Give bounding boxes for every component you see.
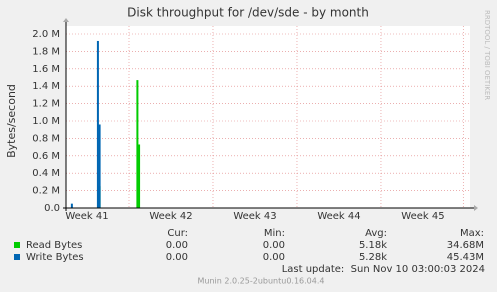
x-tick-label: Week 42: [149, 211, 192, 222]
chart-title: Disk throughput for /dev/sde - by month: [127, 6, 369, 20]
legend-value: 0.00: [166, 252, 188, 263]
y-axis-label: Bytes/second: [5, 84, 18, 158]
y-tick-label: 1.0 M: [32, 116, 60, 127]
spike: [70, 203, 73, 208]
legend-label: Read Bytes: [26, 240, 82, 251]
legend-swatch: [14, 254, 20, 260]
plot-area: [66, 26, 470, 208]
legend-value: 5.18k: [359, 240, 387, 251]
spike: [96, 40, 99, 209]
footer: Munin 2.0.25-2ubuntu0.16.04.4: [198, 277, 325, 286]
axis-arrow: [63, 18, 69, 22]
y-tick-label: 1.4 M: [32, 81, 60, 92]
y-tick-label: 0.0: [44, 203, 60, 214]
spike: [136, 80, 139, 208]
legend-value: 34.68M: [447, 240, 484, 251]
y-tick-label: 0.8 M: [32, 133, 60, 144]
last-update: Last update: Sun Nov 10 03:00:03 2024: [282, 264, 485, 275]
legend-value: 0.00: [263, 252, 285, 263]
y-tick-label: 0.2 M: [32, 186, 60, 197]
legend-header: Cur:: [167, 228, 188, 239]
legend-value: 0.00: [166, 240, 188, 251]
legend-swatch: [14, 242, 20, 248]
legend-header: Min:: [264, 228, 285, 239]
y-tick-label: 0.6 M: [32, 151, 60, 162]
spike: [138, 144, 141, 208]
legend-header: Avg:: [365, 228, 387, 239]
x-tick-label: Week 44: [317, 211, 360, 222]
legend-value: 5.28k: [359, 252, 387, 263]
x-tick-label: Week 45: [401, 211, 444, 222]
legend-value: 0.00: [263, 240, 285, 251]
y-tick-label: 0.4 M: [32, 168, 60, 179]
y-tick-label: 1.8 M: [32, 46, 60, 57]
legend-header: Max:: [460, 228, 484, 239]
legend-value: 45.43M: [447, 252, 484, 263]
spike: [98, 124, 101, 208]
y-tick-label: 1.6 M: [32, 64, 60, 75]
legend-label: Write Bytes: [26, 252, 84, 263]
y-tick-label: 1.2 M: [32, 99, 60, 110]
x-tick-label: Week 41: [65, 211, 108, 222]
x-tick-label: Week 43: [233, 211, 276, 222]
side-text: RRDTOOL / TOBI OETIKER: [483, 10, 491, 100]
axis-arrow: [474, 205, 478, 211]
y-tick-label: 2.0 M: [32, 29, 60, 40]
